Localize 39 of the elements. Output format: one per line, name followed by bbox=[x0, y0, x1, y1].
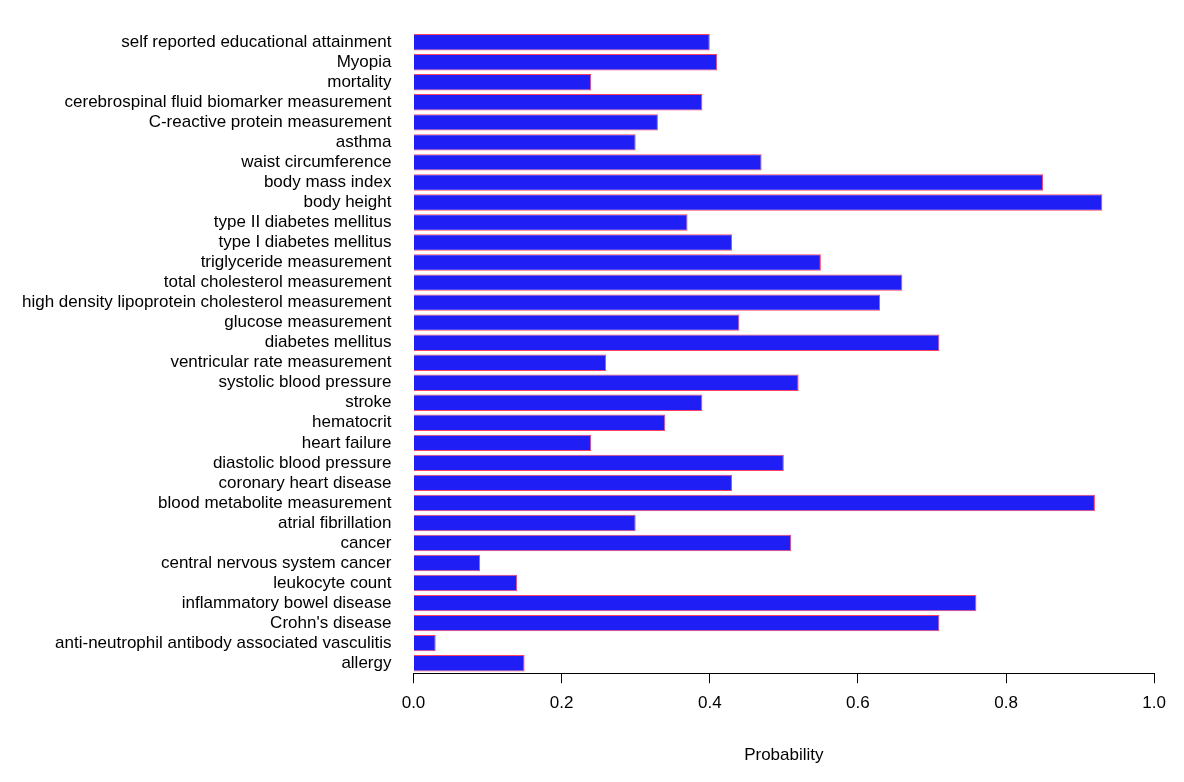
y-tick-label: Myopia bbox=[336, 51, 393, 71]
y-tick-label: ventricular rate measurement bbox=[170, 352, 392, 372]
y-tick-label: total cholesterol measurement bbox=[163, 272, 392, 292]
y-tick-label: heart failure bbox=[301, 432, 392, 452]
y-tick-label: C-reactive protein measurement bbox=[148, 112, 392, 132]
y-tick-label: triglyceride measurement bbox=[200, 252, 392, 272]
y-tick-label: body height bbox=[303, 192, 392, 212]
x-tick-label: 0.8 bbox=[994, 693, 1018, 713]
y-tick-label: blood metabolite measurement bbox=[158, 492, 392, 512]
y-tick-label: coronary heart disease bbox=[218, 472, 392, 492]
y-tick-label: waist circumference bbox=[240, 152, 392, 172]
y-tick-label: self reported educational attainment bbox=[121, 31, 392, 51]
x-tick-label: 0.0 bbox=[401, 693, 426, 713]
y-tick-label: atrial fibrillation bbox=[278, 512, 392, 532]
y-tick-label: stroke bbox=[345, 392, 392, 412]
y-tick-label: inflammatory bowel disease bbox=[181, 592, 392, 612]
y-tick-label: anti-neutrophil antibody associated vasculitis bbox=[55, 632, 392, 652]
x-tick-label: 0.4 bbox=[697, 693, 722, 713]
y-tick-label: asthma bbox=[335, 132, 393, 152]
y-tick-label: leukocyte count bbox=[273, 572, 392, 592]
y-tick-label: diastolic blood pressure bbox=[212, 452, 392, 472]
y-tick-label: type I diabetes mellitus bbox=[218, 232, 392, 252]
y-tick-label: Crohn's disease bbox=[270, 612, 392, 632]
x-axis-title: Probability bbox=[744, 745, 825, 765]
y-tick-label: cerebrospinal fluid biomarker measurement bbox=[64, 92, 392, 111]
y-tick-label: hematocrit bbox=[312, 412, 392, 432]
x-tick-label: 1.0 bbox=[1142, 693, 1166, 713]
y-tick-label: allergy bbox=[341, 652, 392, 672]
x-tick-label: 0.2 bbox=[549, 693, 574, 713]
y-tick-label: high density lipoprotein cholesterol measurement bbox=[22, 292, 392, 312]
y-tick-label: central nervous system cancer bbox=[160, 552, 392, 572]
y-tick-label: type II diabetes mellitus bbox=[213, 212, 392, 232]
x-tick-label: 0.6 bbox=[846, 693, 870, 713]
y-tick-label: body mass index bbox=[263, 172, 392, 192]
y-tick-label: systolic blood pressure bbox=[218, 372, 392, 392]
y-tick-label: mortality bbox=[327, 71, 392, 91]
y-tick-label: diabetes mellitus bbox=[264, 332, 392, 352]
y-tick-label: cancer bbox=[340, 532, 392, 552]
y-tick-label: glucose measurement bbox=[224, 312, 392, 332]
